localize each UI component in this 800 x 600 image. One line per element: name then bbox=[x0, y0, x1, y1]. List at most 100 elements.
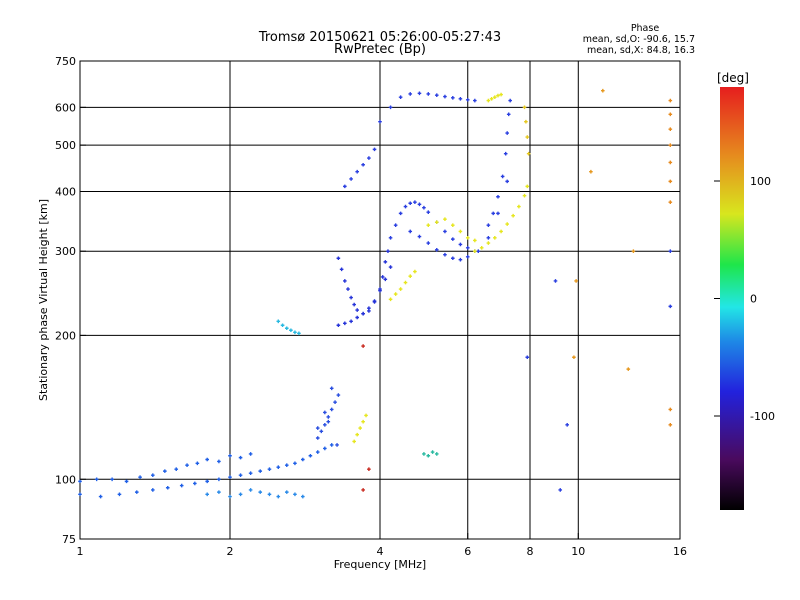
data-point bbox=[388, 105, 393, 110]
data-point bbox=[378, 119, 382, 124]
data-point bbox=[151, 488, 155, 492]
data-point bbox=[293, 461, 297, 466]
data-point bbox=[517, 204, 521, 209]
data-point bbox=[417, 202, 422, 207]
data-point bbox=[267, 492, 272, 497]
data-point bbox=[574, 279, 578, 283]
title-line-1: Tromsø 20150621 05:26:00-05:27:43 bbox=[258, 30, 501, 45]
y-tick-label: 100 bbox=[55, 473, 76, 486]
data-point bbox=[408, 92, 413, 96]
data-point bbox=[486, 223, 491, 228]
data-point bbox=[110, 477, 114, 482]
data-point bbox=[443, 217, 447, 222]
data-point bbox=[443, 229, 447, 234]
data-point bbox=[326, 415, 331, 419]
data-point bbox=[631, 249, 636, 254]
data-point bbox=[329, 407, 334, 412]
data-point bbox=[479, 245, 484, 250]
data-point bbox=[336, 393, 341, 397]
data-point bbox=[343, 184, 347, 189]
data-point bbox=[355, 169, 359, 174]
y-tick-label: 750 bbox=[55, 55, 76, 68]
data-point bbox=[349, 177, 353, 181]
data-point bbox=[78, 492, 82, 497]
data-point bbox=[352, 439, 356, 444]
data-point bbox=[367, 306, 371, 310]
data-point bbox=[434, 93, 439, 98]
data-point bbox=[361, 344, 365, 348]
data-point bbox=[668, 112, 673, 117]
data-point bbox=[668, 249, 673, 254]
data-point bbox=[333, 400, 337, 404]
data-point bbox=[293, 492, 297, 497]
data-point bbox=[426, 453, 431, 458]
data-point bbox=[349, 295, 353, 300]
data-point bbox=[565, 423, 569, 427]
data-point bbox=[522, 105, 527, 110]
colorbar-tick-label: -100 bbox=[750, 410, 775, 423]
data-point bbox=[668, 127, 673, 131]
data-point bbox=[458, 242, 463, 247]
data-point bbox=[284, 490, 289, 494]
data-point bbox=[258, 490, 263, 494]
data-point bbox=[473, 238, 477, 243]
x-tick-label: 2 bbox=[227, 545, 234, 558]
grid bbox=[80, 61, 680, 539]
data-point bbox=[505, 222, 509, 226]
data-point bbox=[383, 260, 388, 264]
data-point bbox=[668, 98, 673, 103]
x-axis-label: Frequency [MHz] bbox=[334, 558, 426, 571]
data-point bbox=[388, 236, 393, 240]
axes: 1 2 4 6 8 10 16 75 100 200 300 400 500 600 750 bbox=[55, 55, 687, 558]
data-point bbox=[248, 471, 253, 475]
phase-header: Phase bbox=[631, 23, 660, 34]
data-point bbox=[336, 323, 341, 328]
data-point bbox=[315, 450, 320, 454]
data-point bbox=[276, 465, 281, 469]
x-tick-label: 8 bbox=[527, 545, 534, 558]
data-point bbox=[117, 492, 122, 497]
data-point bbox=[267, 467, 272, 471]
data-point bbox=[525, 135, 530, 139]
data-point bbox=[589, 169, 593, 174]
x-tick-label: 6 bbox=[464, 545, 471, 558]
data-point bbox=[500, 174, 505, 179]
data-point bbox=[408, 274, 413, 278]
data-point bbox=[258, 469, 263, 473]
data-point bbox=[217, 477, 221, 482]
data-point bbox=[408, 229, 413, 234]
data-point bbox=[98, 494, 103, 499]
data-point bbox=[434, 220, 439, 225]
data-point bbox=[346, 287, 350, 291]
data-point bbox=[124, 479, 129, 484]
data-point bbox=[393, 223, 398, 228]
data-point bbox=[398, 211, 403, 216]
data-point bbox=[284, 326, 289, 331]
data-point bbox=[496, 93, 500, 98]
data-point bbox=[473, 249, 477, 254]
data-point bbox=[489, 97, 494, 101]
data-point bbox=[372, 147, 377, 152]
data-point bbox=[408, 201, 413, 206]
data-point bbox=[668, 423, 673, 427]
data-point bbox=[364, 413, 368, 418]
data-point bbox=[326, 419, 331, 424]
data-point bbox=[526, 151, 531, 156]
data-point bbox=[511, 213, 515, 218]
data-point bbox=[386, 249, 390, 254]
data-point bbox=[522, 193, 527, 198]
x-tick-label: 16 bbox=[673, 545, 687, 558]
data-point bbox=[361, 419, 365, 424]
data-point bbox=[134, 490, 139, 494]
data-point bbox=[343, 279, 347, 283]
data-point bbox=[496, 211, 500, 216]
data-point bbox=[486, 241, 491, 245]
phase-summary: Phase mean, sd,O: -90.6, 15.7 mean, sd,X… bbox=[583, 23, 695, 56]
data-point bbox=[238, 455, 243, 460]
data-point bbox=[388, 265, 393, 269]
data-point bbox=[228, 475, 232, 480]
data-point bbox=[355, 315, 359, 320]
phase-stat-x: mean, sd,X: 84.8, 16.3 bbox=[587, 45, 695, 56]
data-point bbox=[398, 95, 403, 99]
data-point bbox=[430, 450, 435, 454]
